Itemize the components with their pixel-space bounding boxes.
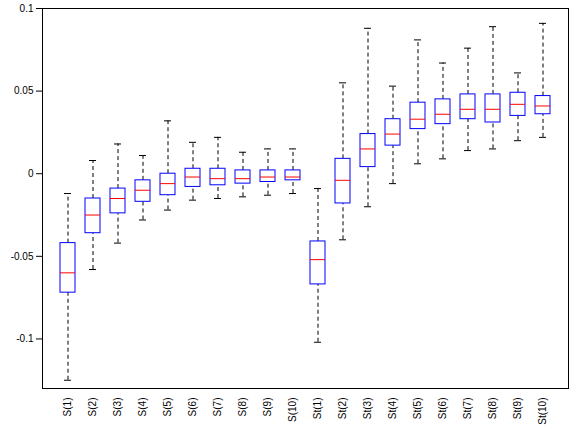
svg-text:St(3): St(3) [362,398,373,420]
svg-text:S(5): S(5) [162,398,173,417]
svg-text:0: 0 [28,168,34,179]
svg-text:S(7): S(7) [212,398,223,417]
svg-text:S(3): S(3) [112,398,123,417]
svg-text:St(4): St(4) [387,398,398,420]
svg-text:S(8): S(8) [237,398,248,417]
svg-text:St(9): St(9) [512,398,523,420]
svg-text:0.05: 0.05 [14,85,34,96]
svg-text:0.1: 0.1 [20,3,34,14]
svg-text:St(10): St(10) [537,398,548,425]
svg-text:St(8): St(8) [487,398,498,420]
svg-text:S(2): S(2) [87,398,98,417]
svg-text:St(2): St(2) [337,398,348,420]
svg-text:S(6): S(6) [187,398,198,417]
svg-text:S(4): S(4) [137,398,148,417]
svg-text:St(5): St(5) [412,398,423,420]
svg-text:S(10): S(10) [287,398,298,422]
svg-text:-0.05: -0.05 [11,251,34,262]
svg-text:St(6): St(6) [437,398,448,420]
svg-text:S(1): S(1) [62,398,73,417]
svg-text:S(9): S(9) [262,398,273,417]
svg-text:St(7): St(7) [462,398,473,420]
svg-text:St(1): St(1) [312,398,323,420]
svg-text:-0.1: -0.1 [16,333,34,344]
